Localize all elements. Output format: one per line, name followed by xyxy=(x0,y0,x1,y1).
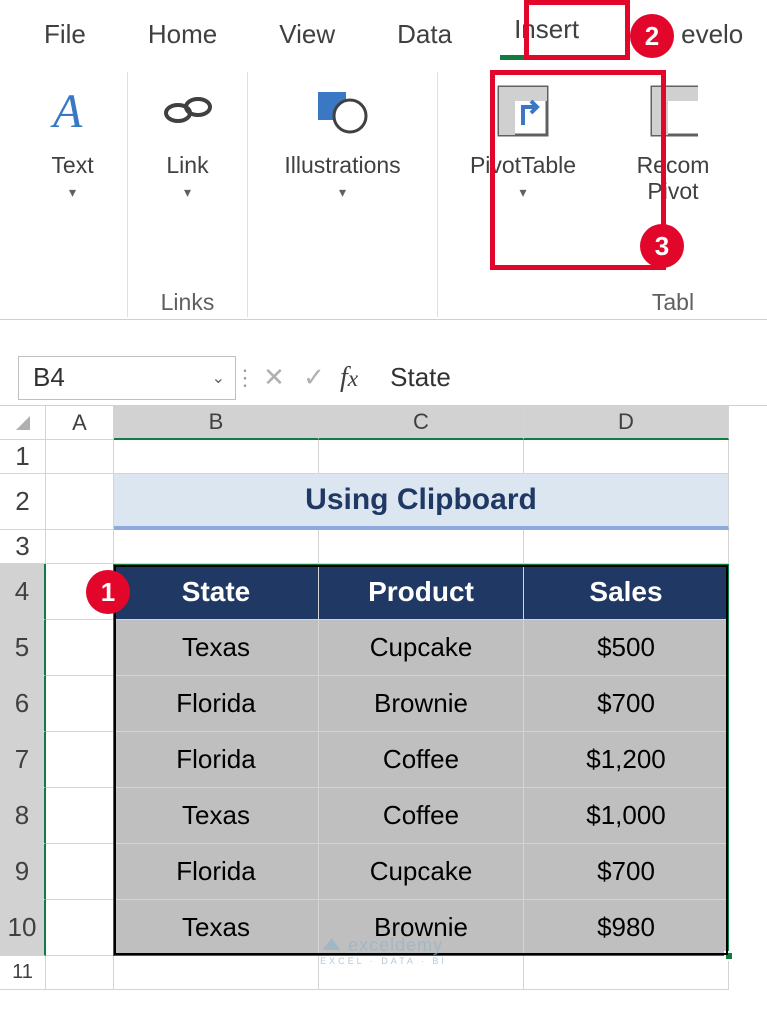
chevron-down-icon: ▾ xyxy=(69,184,76,201)
selection-handle[interactable] xyxy=(724,951,734,961)
illustrations-label: Illustrations xyxy=(284,152,400,178)
table-cell: $700 xyxy=(524,676,729,732)
table-header: State xyxy=(114,564,319,620)
select-all-triangle[interactable] xyxy=(0,406,46,440)
text-label: Text xyxy=(51,152,93,178)
tab-view[interactable]: View xyxy=(265,9,349,60)
table-cell: Coffee xyxy=(319,732,524,788)
fx-icon[interactable]: fx xyxy=(334,362,364,394)
row-header[interactable]: 6 xyxy=(0,676,46,732)
link-icon xyxy=(160,76,216,146)
links-group-label: Links xyxy=(161,289,215,317)
ribbon: A Text ▾ Link ▾ Links Illustrations ▾ xyxy=(0,60,767,320)
grip-icon: ⋮ xyxy=(236,365,254,391)
text-icon: A xyxy=(47,76,99,146)
pivottable-label: PivotTable xyxy=(470,152,576,178)
chevron-down-icon: ⌄ xyxy=(212,368,225,388)
table-cell: Florida xyxy=(114,732,319,788)
col-header-A[interactable]: A xyxy=(46,406,114,440)
table-cell: Florida xyxy=(114,676,319,732)
table-cell: $1,200 xyxy=(524,732,729,788)
annotation-dot-3: 3 xyxy=(640,224,684,268)
col-header-C[interactable]: C xyxy=(319,406,524,440)
table-cell: Texas xyxy=(114,900,319,956)
title-banner: Using Clipboard xyxy=(114,474,729,530)
row-header[interactable]: 3 xyxy=(0,530,46,564)
table-header: Sales xyxy=(524,564,729,620)
table-cell: $1,000 xyxy=(524,788,729,844)
pivottable-button[interactable]: PivotTable ▾ xyxy=(466,72,580,201)
tab-data[interactable]: Data xyxy=(383,9,466,60)
svg-text:A: A xyxy=(50,85,83,137)
table-cell: Florida xyxy=(114,844,319,900)
tab-home[interactable]: Home xyxy=(134,9,231,60)
text-button[interactable]: A Text ▾ xyxy=(23,72,123,201)
table-cell: $700 xyxy=(524,844,729,900)
cancel-icon[interactable]: ✕ xyxy=(254,362,294,393)
row-header[interactable]: 1 xyxy=(0,440,46,474)
enter-icon[interactable]: ✓ xyxy=(294,362,334,393)
link-label: Link xyxy=(166,152,208,178)
chevron-down-icon: ▾ xyxy=(519,184,526,201)
tab-file[interactable]: File xyxy=(30,9,100,60)
annotation-dot-2: 2 xyxy=(630,14,674,58)
row-header[interactable]: 7 xyxy=(0,732,46,788)
illustrations-button[interactable]: Illustrations ▾ xyxy=(280,72,404,201)
row-header[interactable]: 10 xyxy=(0,900,46,956)
formula-text[interactable]: State xyxy=(364,362,451,393)
link-button[interactable]: Link ▾ xyxy=(138,72,238,201)
formula-bar: B4 ⌄ ⋮ ✕ ✓ fx State xyxy=(0,350,767,406)
worksheet-grid[interactable]: A B C D 1 2 Using Clipboard 3 4 State Pr… xyxy=(0,406,767,990)
col-header-D[interactable]: D xyxy=(524,406,729,440)
table-cell: Texas xyxy=(114,788,319,844)
row-header[interactable]: 5 xyxy=(0,620,46,676)
tables-group-label: Tabl xyxy=(652,289,694,317)
table-cell: $980 xyxy=(524,900,729,956)
row-header[interactable]: 8 xyxy=(0,788,46,844)
pivottable-icon xyxy=(495,76,551,146)
recommended-pivot-button[interactable]: RecomPivot xyxy=(633,72,714,205)
tab-developer[interactable]: evelo xyxy=(667,9,757,60)
table-cell: Cupcake xyxy=(319,844,524,900)
table-cell: Cupcake xyxy=(319,620,524,676)
col-header-B[interactable]: B xyxy=(114,406,319,440)
row-header[interactable]: 9 xyxy=(0,844,46,900)
table-cell: Coffee xyxy=(319,788,524,844)
row-header[interactable]: 11 xyxy=(0,956,46,990)
row-header[interactable]: 4 xyxy=(0,564,46,620)
column-headers: A B C D xyxy=(0,406,767,440)
annotation-dot-1: 1 xyxy=(86,570,130,614)
chevron-down-icon: ▾ xyxy=(339,184,346,201)
chevron-down-icon: ▾ xyxy=(184,184,191,201)
table-cell: Texas xyxy=(114,620,319,676)
name-box[interactable]: B4 ⌄ xyxy=(18,356,236,400)
recommended-pivot-icon xyxy=(648,76,698,146)
table-header: Product xyxy=(319,564,524,620)
table-cell: Brownie xyxy=(319,676,524,732)
row-header[interactable]: 2 xyxy=(0,474,46,530)
tab-insert[interactable]: Insert xyxy=(500,4,593,60)
illustrations-icon xyxy=(312,76,372,146)
recommended-pivot-label: RecomPivot xyxy=(637,152,710,205)
watermark: exceldemy EXCEL · DATA · BI xyxy=(320,935,447,966)
table-cell: $500 xyxy=(524,620,729,676)
name-box-value: B4 xyxy=(33,362,65,393)
